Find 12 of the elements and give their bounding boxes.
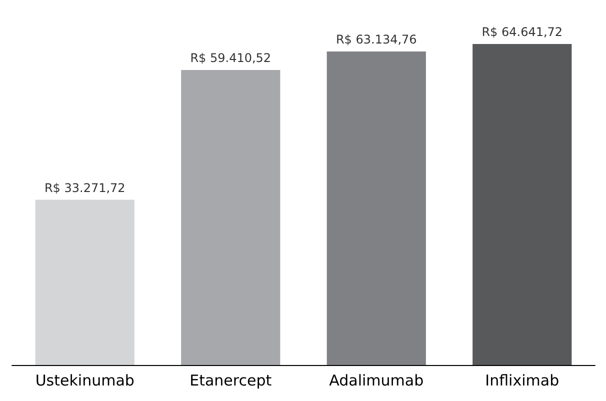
data-label: R$ 33.271,72: [44, 180, 126, 195]
bar: [472, 44, 572, 365]
bar: [326, 51, 426, 365]
data-label: R$ 63.134,76: [336, 32, 417, 46]
data-label: R$ 59.410,52: [190, 50, 272, 65]
x-tick-label: Infliximab: [485, 372, 560, 390]
bar: [35, 200, 134, 365]
x-tick-label: Ustekinumab: [35, 372, 134, 390]
data-label: R$ 64.641,72: [482, 25, 563, 39]
x-tick-label: Adalimumab: [329, 372, 424, 390]
bar: [181, 70, 280, 365]
x-tick-label: Etanercept: [190, 372, 272, 390]
